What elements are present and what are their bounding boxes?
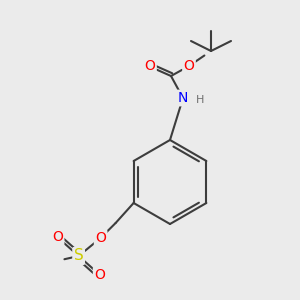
- Text: O: O: [94, 268, 105, 282]
- Text: O: O: [145, 59, 155, 73]
- Text: N: N: [178, 91, 188, 105]
- Text: O: O: [184, 59, 194, 73]
- Text: O: O: [52, 230, 63, 244]
- Text: H: H: [196, 95, 204, 105]
- Text: S: S: [74, 248, 83, 263]
- Text: O: O: [95, 231, 106, 245]
